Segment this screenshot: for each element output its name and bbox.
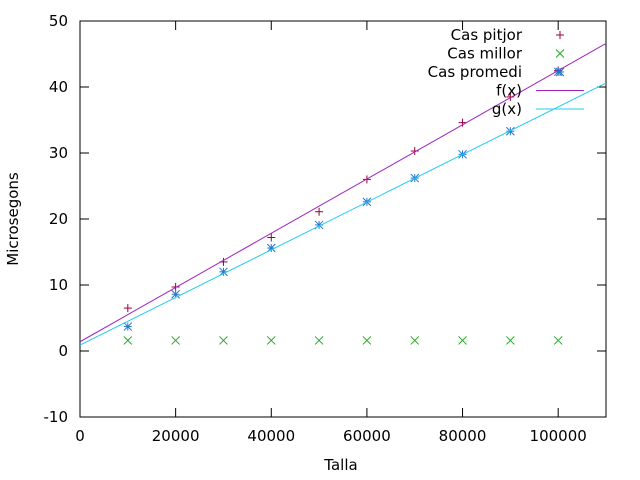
y-tick-label: 0 bbox=[58, 342, 68, 360]
series-4-line bbox=[80, 82, 606, 346]
series-0-point bbox=[267, 233, 276, 242]
x-tick-label: 100000 bbox=[530, 427, 587, 445]
series-1-point bbox=[553, 336, 563, 345]
y-tick-label: 50 bbox=[49, 12, 68, 30]
y-axis-title: Microsegons bbox=[4, 172, 22, 266]
x-tick-label: 0 bbox=[75, 427, 85, 445]
axes: 0 20000 40000 60000 80000 100000 -10 0 10 20 30 40 5… bbox=[44, 12, 607, 445]
series-1-point bbox=[362, 336, 372, 345]
x-axis-title: Talla bbox=[323, 456, 357, 474]
series-3-line bbox=[80, 43, 606, 343]
legend-label: g(x) bbox=[492, 100, 522, 118]
x-tick-label: 60000 bbox=[343, 427, 391, 445]
series-1-point bbox=[410, 336, 420, 345]
legend-label: f(x) bbox=[496, 82, 522, 100]
x-tick-label: 20000 bbox=[152, 427, 200, 445]
plot-frame bbox=[79, 20, 607, 418]
series-layer bbox=[80, 43, 606, 346]
series-1-point bbox=[219, 336, 228, 345]
legend-marker bbox=[556, 31, 564, 39]
y-tick-label: 40 bbox=[49, 78, 68, 96]
series-1-point bbox=[506, 336, 515, 345]
series-1-point bbox=[266, 336, 276, 345]
x-tick-label: 80000 bbox=[439, 427, 487, 445]
series-1-point bbox=[458, 336, 467, 345]
y-tick-label: -10 bbox=[44, 408, 69, 426]
series-2-point bbox=[123, 322, 133, 331]
series-0-point bbox=[410, 147, 419, 156]
series-0-point bbox=[506, 92, 515, 101]
legend-marker bbox=[555, 49, 565, 58]
legend-label: Cas pitjor bbox=[451, 26, 523, 44]
y-tick-label: 20 bbox=[49, 210, 68, 228]
y-tick-label: 10 bbox=[49, 276, 68, 294]
series-0-point bbox=[315, 207, 324, 216]
legend-label: Cas promedi bbox=[428, 63, 522, 81]
series-0-point bbox=[123, 304, 132, 313]
series-1-point bbox=[314, 336, 324, 345]
x-tick-label: 40000 bbox=[247, 427, 295, 445]
series-1-point bbox=[171, 336, 180, 345]
series-1-point bbox=[123, 336, 133, 345]
legend-marker bbox=[555, 67, 565, 77]
legend-label: Cas millor bbox=[447, 45, 523, 63]
y-tick-label: 30 bbox=[49, 144, 68, 162]
